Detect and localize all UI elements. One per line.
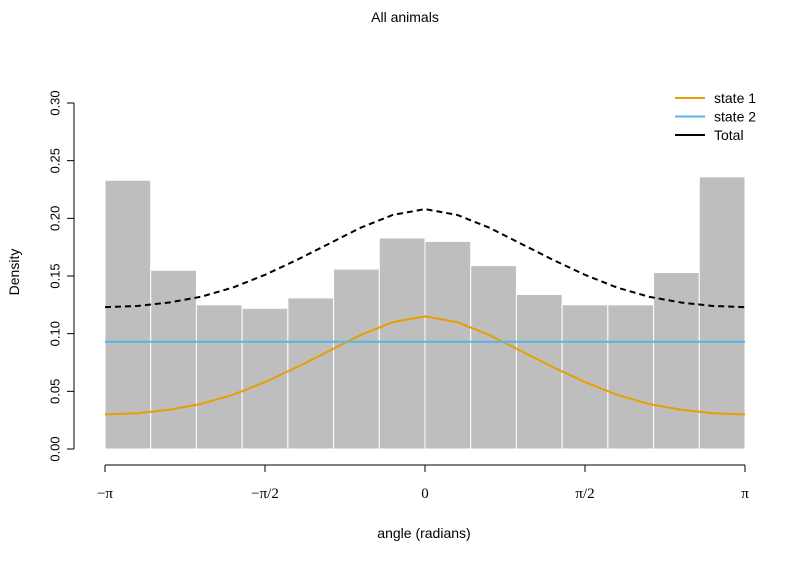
x-tick-label: π [741,486,749,502]
x-axis-label: angle (radians) [377,525,470,541]
x-tick-label: 0 [421,486,429,502]
legend-entry: state 2 [714,109,756,125]
legend-entry: state 1 [714,90,756,106]
y-tick-label: 0.25 [47,148,62,173]
legend: state 1 state 2 Total [675,90,756,143]
x-tick-label: −π [97,486,113,502]
histogram-bar [378,237,426,450]
x-tick-label: π/2 [575,486,594,502]
histogram-bar [653,272,700,450]
series-lines [104,208,746,416]
histogram-bar [607,304,655,450]
histogram-bar [470,265,517,450]
histogram-bar [195,304,243,450]
y-tick-label: 0.15 [47,263,62,288]
x-axis: −π −π/2 0 π/2 π [97,464,749,502]
series-line-state-1 [104,315,746,416]
histogram-bar [424,240,472,450]
histogram-bar [241,307,289,450]
histogram-bar [287,297,335,450]
y-axis-label: Density [6,249,22,296]
y-tick-label: 0.00 [47,436,62,461]
y-tick-label: 0.30 [47,90,62,115]
y-axis: 0.00 0.05 0.10 0.15 0.20 0.25 0.30 [47,90,75,462]
histogram-bar [515,293,563,450]
y-tick-label: 0.10 [47,321,62,346]
histogram-bar [561,304,609,450]
histogram-bar [104,179,152,450]
y-tick-label: 0.05 [47,379,62,404]
chart-title: All animals [371,9,439,25]
histogram-bar [150,269,197,450]
x-tick-label: −π/2 [251,486,279,502]
histogram-bar [698,176,746,450]
y-tick-label: 0.20 [47,206,62,231]
histogram-bar [333,268,380,450]
histogram-bars [104,176,746,450]
legend-entry: Total [714,127,744,143]
